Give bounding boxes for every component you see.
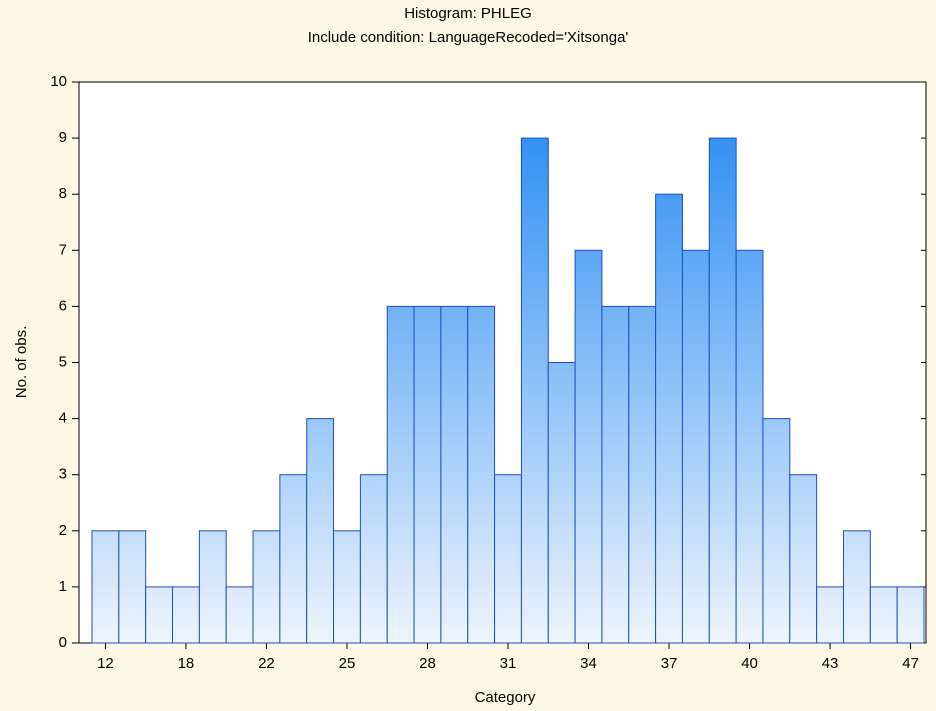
bar [735,249,764,644]
bar [842,530,871,644]
bar [520,137,549,644]
bar [628,305,657,644]
bar [413,305,442,644]
y-tick-label: 10 [50,73,67,90]
chart-subtitle: Include condition: LanguageRecoded='Xits… [308,29,629,46]
bar [574,249,603,644]
bar [869,586,898,644]
bar [198,530,227,644]
bar [306,418,335,644]
bar [601,305,630,644]
bar [708,137,737,644]
y-tick-label: 8 [59,185,67,202]
x-tick-label: 22 [258,655,275,672]
y-tick-label: 1 [59,578,67,595]
x-tick-label: 40 [741,655,758,672]
bar [816,586,844,644]
bar [494,474,522,644]
bar [279,474,308,644]
bar [896,586,925,644]
bar [681,249,710,644]
x-tick-label: 47 [902,655,919,672]
x-tick-label: 25 [339,655,356,672]
x-tick-label: 18 [178,655,195,672]
bar [359,474,388,644]
x-tick-label: 12 [97,655,114,672]
bar [145,586,174,644]
bar [225,586,254,644]
y-tick-label: 5 [59,353,67,370]
y-tick-label: 2 [59,522,67,539]
bar [172,586,200,644]
bar [467,305,496,644]
y-tick-label: 3 [59,466,67,483]
y-axis-label: No. of obs. [13,326,30,399]
x-tick-label: 43 [822,655,839,672]
bar [547,362,576,644]
x-tick-label: 28 [419,655,436,672]
x-axis-label: Category [475,689,536,706]
bar [333,530,361,644]
y-tick-label: 6 [59,297,67,314]
chart-title: Histogram: PHLEG [404,5,532,22]
bar [789,474,818,644]
bar [386,305,415,644]
bar [762,418,791,644]
bar [118,530,147,644]
y-tick-label: 9 [59,129,67,146]
y-tick-label: 7 [59,241,67,258]
x-tick-label: 37 [661,655,678,672]
bar [252,530,281,644]
x-tick-label: 34 [580,655,597,672]
bar [91,530,120,644]
x-tick-label: 31 [500,655,517,672]
y-tick-label: 4 [59,410,67,427]
y-tick-label: 0 [59,634,67,651]
bar [440,305,469,644]
bar [655,193,683,644]
